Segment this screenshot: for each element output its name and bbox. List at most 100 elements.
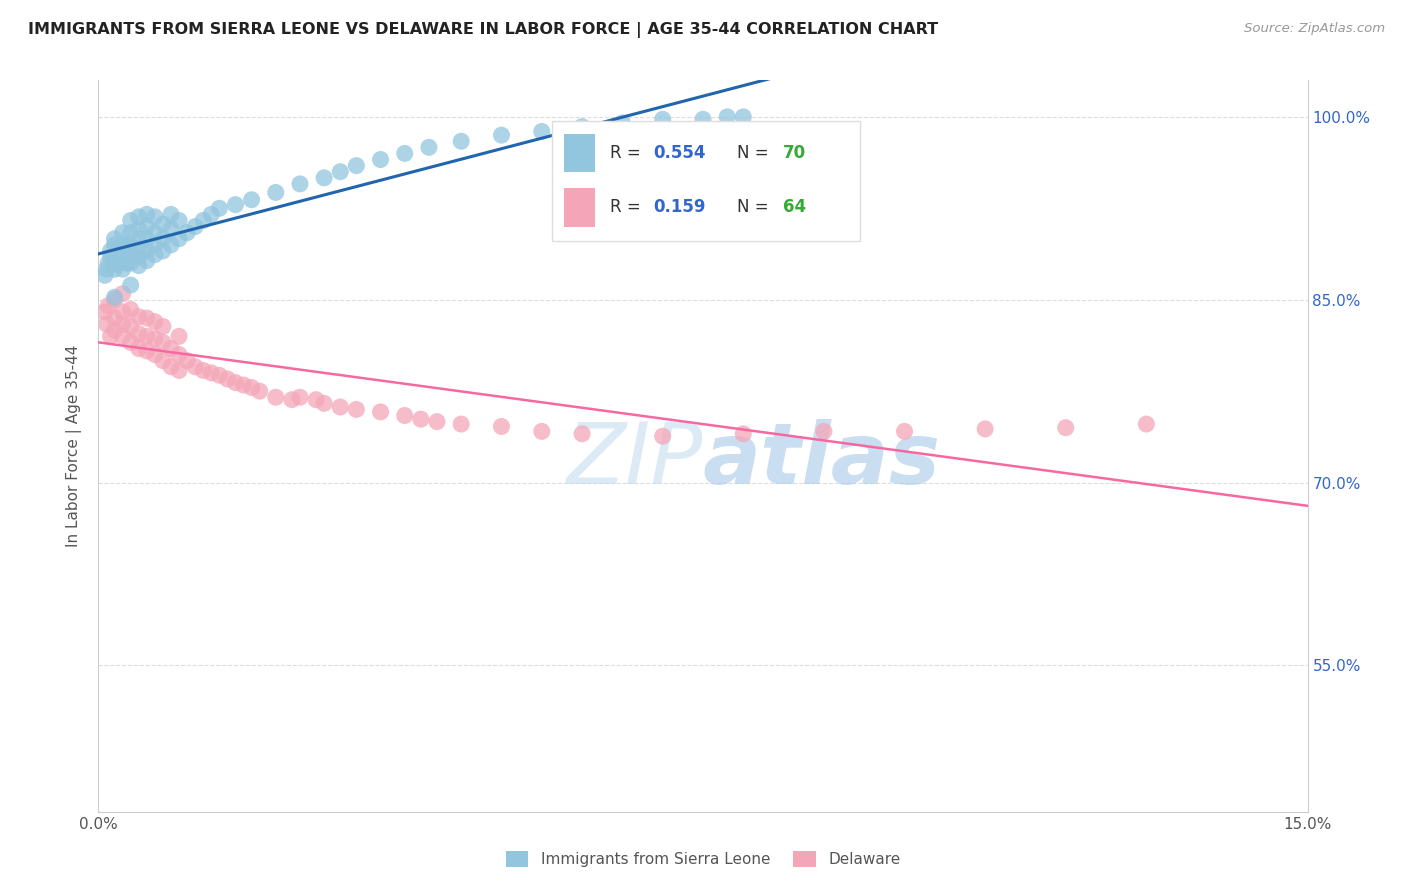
- Point: [152, 244, 174, 258]
- Point: [208, 368, 231, 383]
- Point: [193, 213, 215, 227]
- Y-axis label: In Labor Force | Age 35-44: In Labor Force | Age 35-44: [66, 345, 83, 547]
- Point: [96, 317, 118, 331]
- Point: [208, 202, 231, 216]
- Text: Source: ZipAtlas.com: Source: ZipAtlas.com: [1244, 22, 1385, 36]
- Point: [94, 305, 117, 319]
- Text: atlas: atlas: [703, 419, 941, 502]
- Point: [120, 319, 142, 334]
- Point: [111, 244, 134, 258]
- Point: [344, 159, 367, 173]
- Point: [103, 311, 125, 326]
- Point: [1135, 417, 1157, 431]
- Point: [107, 256, 129, 270]
- Point: [224, 376, 246, 390]
- Point: [103, 232, 125, 246]
- Point: [120, 213, 142, 227]
- Point: [167, 348, 190, 362]
- Point: [115, 238, 138, 252]
- Point: [135, 311, 157, 326]
- Point: [103, 238, 125, 252]
- Point: [409, 412, 432, 426]
- Text: ZIP: ZIP: [567, 419, 703, 502]
- Point: [394, 146, 416, 161]
- Point: [491, 128, 513, 143]
- Point: [314, 396, 336, 410]
- Point: [893, 425, 915, 439]
- Point: [394, 409, 416, 423]
- Point: [120, 256, 142, 270]
- Point: [733, 426, 755, 441]
- Point: [160, 238, 183, 252]
- Point: [135, 232, 157, 246]
- Point: [143, 332, 166, 346]
- Point: [240, 380, 263, 394]
- Point: [128, 250, 150, 264]
- Point: [111, 238, 134, 252]
- Point: [167, 363, 190, 377]
- Point: [152, 232, 174, 246]
- Point: [143, 315, 166, 329]
- Point: [128, 222, 150, 236]
- Point: [450, 417, 472, 431]
- Point: [111, 286, 134, 301]
- Point: [733, 110, 755, 124]
- Point: [305, 392, 328, 407]
- Point: [813, 425, 835, 439]
- Point: [111, 262, 134, 277]
- Point: [370, 405, 392, 419]
- Point: [329, 165, 352, 179]
- Point: [128, 210, 150, 224]
- Point: [314, 170, 336, 185]
- Point: [160, 222, 183, 236]
- Point: [530, 124, 553, 138]
- Point: [135, 219, 157, 234]
- Point: [288, 177, 311, 191]
- Point: [716, 110, 738, 124]
- Point: [135, 329, 157, 343]
- Point: [143, 348, 166, 362]
- Point: [152, 217, 174, 231]
- Point: [651, 429, 673, 443]
- Point: [128, 310, 150, 324]
- Point: [232, 378, 254, 392]
- Point: [128, 242, 150, 256]
- Point: [111, 226, 134, 240]
- Point: [120, 246, 142, 260]
- Point: [692, 112, 714, 127]
- Point: [120, 238, 142, 252]
- Point: [160, 342, 183, 356]
- Point: [651, 112, 673, 127]
- Point: [135, 244, 157, 258]
- Point: [97, 299, 120, 313]
- Point: [100, 244, 122, 258]
- Point: [1054, 421, 1077, 435]
- Point: [450, 134, 472, 148]
- Point: [103, 293, 125, 307]
- Point: [120, 278, 142, 293]
- Point: [135, 253, 157, 268]
- Point: [612, 116, 634, 130]
- Point: [143, 238, 166, 252]
- Point: [120, 226, 142, 240]
- Point: [264, 390, 287, 404]
- Point: [370, 153, 392, 167]
- Point: [111, 250, 134, 264]
- Point: [160, 207, 183, 221]
- Point: [176, 353, 198, 368]
- Point: [120, 302, 142, 317]
- Point: [96, 262, 118, 277]
- Point: [344, 402, 367, 417]
- Point: [167, 232, 190, 246]
- Point: [94, 268, 117, 283]
- Point: [571, 426, 593, 441]
- Point: [426, 415, 449, 429]
- Point: [143, 247, 166, 261]
- Point: [240, 193, 263, 207]
- Point: [128, 326, 150, 341]
- Point: [103, 262, 125, 277]
- Point: [217, 372, 239, 386]
- Point: [167, 329, 190, 343]
- Point: [103, 256, 125, 270]
- Point: [281, 392, 304, 407]
